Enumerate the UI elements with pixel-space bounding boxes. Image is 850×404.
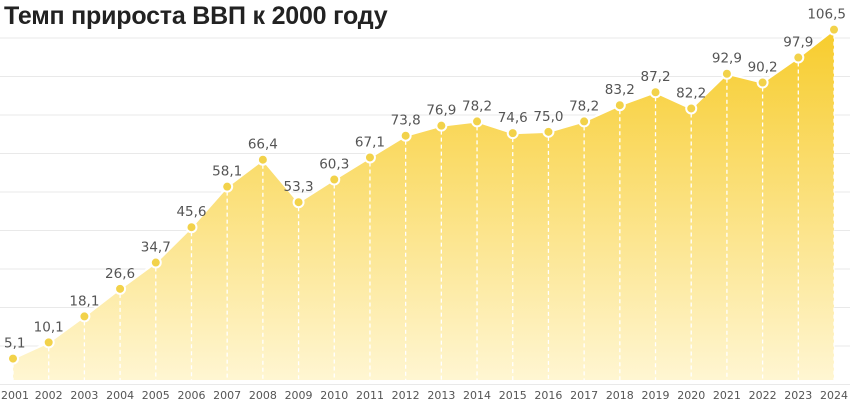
x-tick-label-2010: 2010	[320, 389, 348, 402]
x-tick-label-2016: 2016	[534, 389, 562, 402]
data-points	[7, 23, 840, 365]
value-label-2017: 78,2	[569, 98, 599, 114]
data-point-2001	[7, 352, 19, 365]
data-point-2018	[613, 99, 626, 112]
data-point-2006	[185, 221, 198, 234]
data-point-2024	[828, 23, 840, 36]
x-tick-label-2008: 2008	[249, 389, 277, 402]
value-label-2004: 26,6	[105, 266, 135, 282]
x-tick-label-2019: 2019	[642, 389, 670, 402]
value-label-2002: 10,1	[34, 319, 64, 335]
data-point-2002	[42, 336, 55, 349]
x-tick-label-2024: 2024	[820, 389, 848, 402]
x-tick-label-2012: 2012	[392, 389, 420, 402]
data-point-2007	[221, 180, 234, 193]
data-point-2022	[756, 76, 769, 89]
data-point-2021	[720, 67, 733, 80]
data-point-2015	[506, 127, 519, 140]
x-tick-label-2017: 2017	[570, 389, 598, 402]
data-point-2014	[471, 115, 484, 128]
data-point-2017	[578, 115, 591, 128]
series-line	[12, 28, 835, 360]
data-point-2023	[792, 51, 805, 64]
value-label-2019: 87,2	[640, 69, 670, 85]
data-point-2016	[542, 125, 555, 138]
value-label-2018: 83,2	[605, 82, 635, 98]
x-tick-label-2001: 2001	[1, 389, 29, 402]
data-point-2011	[363, 151, 376, 164]
x-tick-label-2005: 2005	[142, 389, 170, 402]
data-point-2004	[114, 282, 127, 295]
value-label-2005: 34,7	[141, 240, 171, 256]
value-label-2012: 73,8	[391, 113, 421, 129]
area-fill	[13, 29, 834, 380]
value-label-2016: 75,0	[533, 109, 563, 125]
x-tick-label-2021: 2021	[713, 389, 741, 402]
data-point-2009	[292, 196, 305, 209]
x-tick-label-2011: 2011	[356, 389, 384, 402]
data-point-2012	[399, 129, 412, 142]
value-label-2024: 106,5	[807, 7, 846, 23]
value-label-2001: 5,1	[4, 336, 25, 352]
value-label-2010: 60,3	[319, 157, 349, 173]
value-label-2011: 67,1	[355, 134, 385, 150]
value-label-2013: 76,9	[426, 103, 456, 119]
x-tick-label-2015: 2015	[499, 389, 527, 402]
x-tick-label-2006: 2006	[177, 389, 205, 402]
value-label-2021: 92,9	[712, 51, 742, 67]
data-point-2003	[78, 310, 91, 323]
x-tick-label-2018: 2018	[606, 389, 634, 402]
value-label-2015: 74,6	[498, 110, 528, 126]
chart-title: Темп прироста ВВП к 2000 году	[4, 2, 388, 30]
x-tick-label-2004: 2004	[106, 389, 134, 402]
data-point-2010	[328, 173, 341, 186]
value-label-2008: 66,4	[248, 137, 278, 153]
drop-lines	[12, 34, 835, 380]
x-tick-label-2020: 2020	[677, 389, 705, 402]
x-tick-label-2007: 2007	[213, 389, 241, 402]
value-label-2022: 90,2	[748, 60, 778, 76]
value-labels: 5,1 10,1 18,1 26,6 34,7 45,6 58,1 66,4 53,3 60,3 6…	[4, 7, 846, 352]
value-label-2014: 78,2	[462, 98, 492, 114]
x-tick-label-2009: 2009	[285, 389, 313, 402]
x-tick-label-2023: 2023	[784, 389, 812, 402]
x-tick-label-2002: 2002	[35, 389, 63, 402]
x-tick-label-2022: 2022	[749, 389, 777, 402]
data-point-2013	[435, 119, 448, 132]
value-label-2023: 97,9	[783, 35, 813, 51]
x-tick-label-2013: 2013	[427, 389, 455, 402]
value-label-2006: 45,6	[176, 204, 206, 220]
value-label-2007: 58,1	[212, 164, 242, 180]
value-label-2003: 18,1	[69, 293, 99, 309]
x-tick-label-2003: 2003	[70, 389, 98, 402]
data-point-2019	[649, 86, 662, 99]
x-tick-label-2014: 2014	[463, 389, 491, 402]
value-label-2009: 53,3	[284, 179, 314, 195]
value-label-2020: 82,2	[676, 85, 706, 101]
data-point-2020	[685, 102, 698, 115]
data-point-2005	[149, 256, 162, 269]
x-axis: 2001 2002 2003 2004 2005 2006 2007 2008 2009 2010…	[1, 389, 848, 402]
data-point-2008	[256, 153, 269, 166]
